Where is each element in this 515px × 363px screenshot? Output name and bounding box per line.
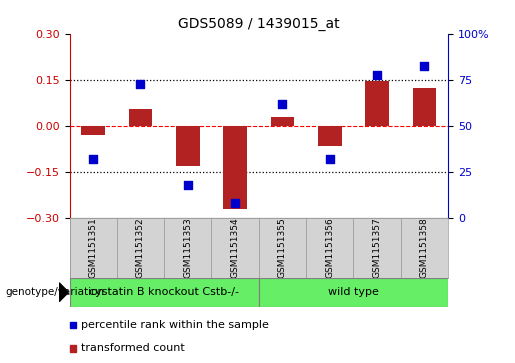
- Bar: [259, 218, 306, 278]
- Bar: [270, 117, 294, 126]
- Bar: [129, 109, 152, 126]
- Bar: [365, 81, 389, 126]
- Bar: [401, 218, 448, 278]
- Point: [420, 63, 428, 69]
- Text: cystatin B knockout Cstb-/-: cystatin B knockout Cstb-/-: [89, 287, 239, 297]
- Bar: [70, 278, 259, 307]
- Polygon shape: [59, 283, 68, 302]
- Point: [373, 72, 381, 78]
- Bar: [259, 278, 448, 307]
- Bar: [224, 126, 247, 209]
- Bar: [212, 218, 259, 278]
- Text: GSM1151358: GSM1151358: [420, 217, 429, 278]
- Text: GSM1151355: GSM1151355: [278, 217, 287, 278]
- Title: GDS5089 / 1439015_at: GDS5089 / 1439015_at: [178, 17, 339, 31]
- Text: genotype/variation: genotype/variation: [5, 287, 104, 297]
- Bar: [81, 126, 105, 135]
- Point: [231, 200, 239, 206]
- Bar: [318, 126, 341, 146]
- Bar: [164, 218, 212, 278]
- Point: [89, 156, 97, 162]
- Text: GSM1151351: GSM1151351: [89, 217, 98, 278]
- Text: percentile rank within the sample: percentile rank within the sample: [81, 320, 269, 330]
- Text: GSM1151354: GSM1151354: [231, 217, 239, 278]
- Text: GSM1151353: GSM1151353: [183, 217, 192, 278]
- Text: GSM1151357: GSM1151357: [372, 217, 382, 278]
- Bar: [70, 218, 117, 278]
- Text: wild type: wild type: [328, 287, 379, 297]
- Point: [325, 156, 334, 162]
- Bar: [306, 218, 353, 278]
- Text: GSM1151356: GSM1151356: [325, 217, 334, 278]
- Point: [278, 101, 286, 107]
- Text: GSM1151352: GSM1151352: [136, 217, 145, 278]
- Point: [136, 81, 145, 87]
- Text: transformed count: transformed count: [81, 343, 185, 354]
- Bar: [413, 88, 436, 126]
- Bar: [176, 126, 200, 166]
- Point: [184, 182, 192, 188]
- Bar: [353, 218, 401, 278]
- Bar: [117, 218, 164, 278]
